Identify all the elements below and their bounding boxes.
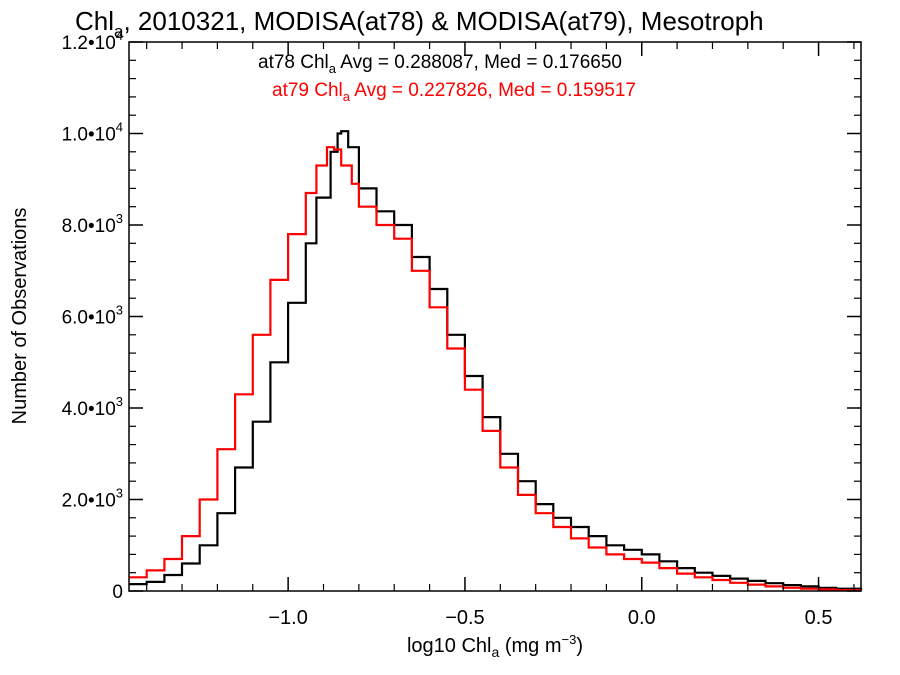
y-tick-label: 1.0•104	[62, 120, 123, 146]
series-at78-line	[129, 130, 863, 590]
x-axis: −1.0 −0.5 0.0 0.5	[146, 42, 855, 629]
legend-at79-stats: at79 Chla Avg = 0.227826, Med = 0.159517	[272, 80, 636, 104]
y-tick-label: 0	[112, 582, 123, 603]
y-axis: 0 2.0•103 4.0•103 6.0•103 8.0•103 1.0•104 1.2•…	[62, 28, 861, 603]
y-axis-label: Number of Observations	[9, 208, 31, 425]
x-axis-label: log10 Chla (mg m−3)	[407, 632, 583, 660]
plot-frame	[128, 41, 862, 592]
legend-at78-stats: at78 Chla Avg = 0.288087, Med = 0.176650	[258, 52, 622, 76]
x-tick-label: 0.5	[805, 607, 833, 629]
y-tick-label: 6.0•103	[62, 303, 123, 329]
x-tick-label: −1.0	[268, 607, 307, 629]
y-tick-label: 2.0•103	[62, 486, 123, 512]
x-tick-label: 0.0	[628, 607, 656, 629]
series-at79-line	[129, 146, 863, 592]
y-tick-label: 4.0•103	[62, 394, 123, 420]
y-tick-label: 8.0•103	[62, 211, 123, 237]
series-layer	[129, 130, 863, 592]
x-tick-label: −0.5	[445, 607, 484, 629]
chart-title: Chla, 2010321, MODISA(at78) & MODISA(at7…	[75, 6, 764, 41]
y-tick-label: 1.2•104	[62, 28, 123, 54]
